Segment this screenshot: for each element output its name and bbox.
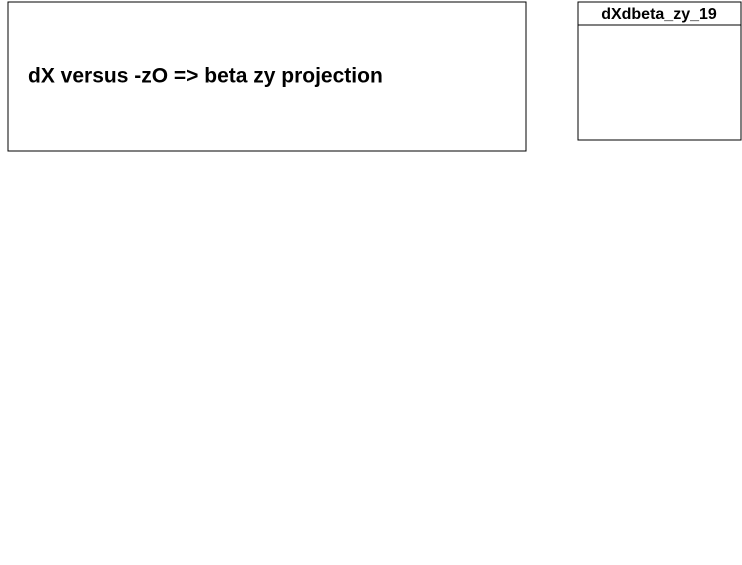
stats-box: dXdbeta_zy_19 (577, 1, 742, 141)
title-box: dX versus -zO => beta zy projection (7, 1, 527, 152)
title-frame (7, 1, 527, 152)
stats-title: dXdbeta_zy_19 (601, 6, 717, 23)
chart-title: dX versus -zO => beta zy projection (28, 65, 383, 88)
